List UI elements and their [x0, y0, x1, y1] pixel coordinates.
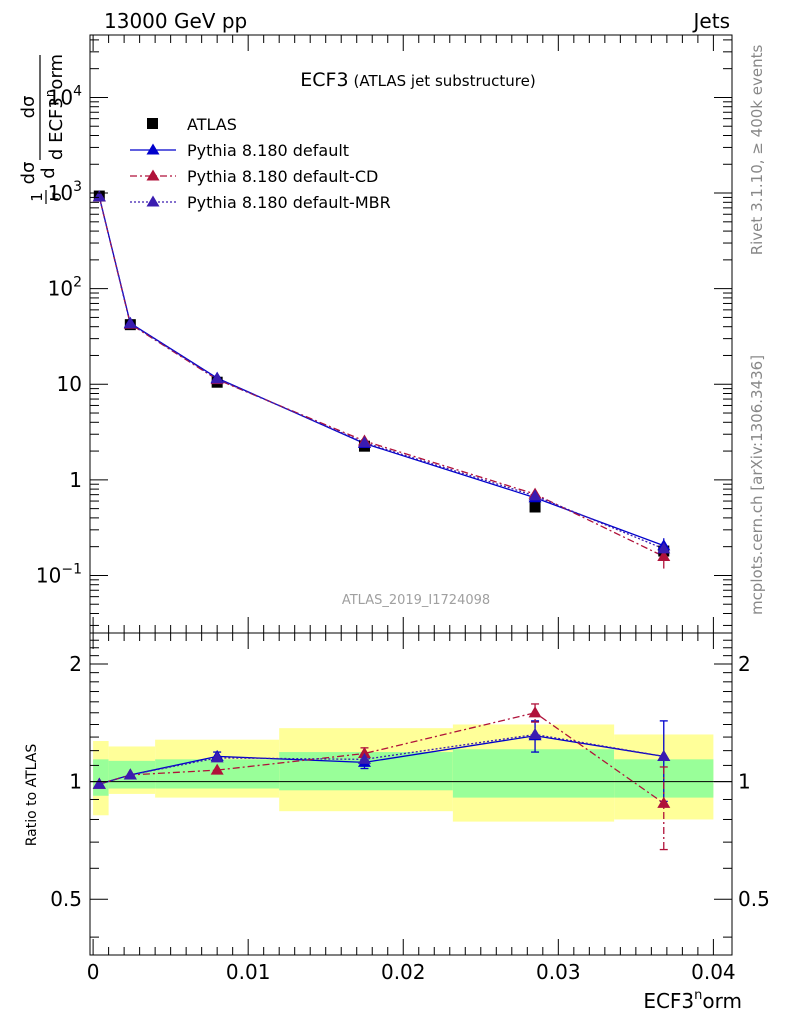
ratio-y-tick-label: 1: [69, 770, 82, 794]
main-series-marker: [357, 436, 371, 448]
main-title-text: ECF3: [300, 69, 348, 91]
ratio-series-line: [99, 712, 665, 804]
ratio-series-marker: [528, 727, 542, 740]
ratio-series-marker: [123, 768, 137, 780]
legend-marker: [146, 195, 160, 207]
ratio-y-axis-label: Ratio to ATLAS: [24, 744, 40, 847]
ratio-panel: 2 2 1 1 0.5 0.5 0 0.01 0.02 0.03 0.04 Ratio to AT…: [24, 632, 770, 1013]
svg-text:1: 1: [28, 192, 46, 202]
ratio-series-marker: [210, 751, 224, 763]
ratio-y-tick-label-right: 0.5: [738, 887, 770, 911]
svg-text:σ: σ: [47, 192, 65, 202]
ratio-series-marker: [528, 706, 542, 718]
main-series-marker: [657, 549, 671, 562]
main-title: ECF3 (ATLAS jet substructure): [300, 69, 535, 91]
legend-marker: [146, 143, 160, 155]
main-series-line: [98, 196, 665, 550]
main-y-tick-label: 10−1: [36, 561, 82, 587]
ratio-band-inner: [452, 749, 615, 798]
ratio-series-marker: [657, 796, 671, 808]
main-series-marker: [92, 190, 106, 202]
main-y-tick-label: 103: [48, 179, 82, 205]
ratio-series-marker: [657, 749, 671, 761]
ratio-series-marker: [210, 763, 224, 775]
ratio-series-marker: [357, 752, 371, 764]
ratio-y-tick-label: 2: [69, 652, 82, 676]
header-left: 13000 GeV pp: [104, 9, 247, 33]
ratio-series-marker: [92, 777, 106, 789]
main-series-marker: [210, 372, 224, 384]
main-series-marker: [528, 489, 542, 501]
legend-label: Pythia 8.180 default: [187, 141, 349, 160]
main-y-tick-label: 104: [48, 83, 82, 109]
legend: ATLAS Pythia 8.180 default Pythia 8.180 de…: [130, 115, 391, 212]
main-y-tick-label: 10: [57, 372, 82, 396]
svg-text:d ECF3norm: d ECF3norm: [43, 54, 67, 160]
ratio-y-tick-label-right: 2: [738, 652, 751, 676]
analysis-watermark: ATLAS_2019_I1724098: [342, 593, 490, 608]
atlas-data-point: [529, 501, 541, 513]
side-label-rivet: Rivet 3.1.10, ≥ 400k events: [748, 45, 766, 256]
ratio-y-tick-label-right: 1: [738, 770, 751, 794]
main-y-tick-label: 102: [48, 275, 82, 301]
x-tick-label: 0.04: [691, 960, 736, 984]
ratio-y-tick-label: 0.5: [50, 887, 82, 911]
x-tick-label: 0: [87, 960, 100, 984]
svg-text:dσ: dσ: [18, 96, 39, 119]
main-series-line: [98, 196, 665, 558]
main-series-marker: [657, 542, 671, 554]
legend-marker: [147, 118, 158, 129]
x-tick-label: 0.03: [536, 960, 581, 984]
legend-label: ATLAS: [187, 115, 237, 134]
side-label-mcplots: mcplots.cern.ch [arXiv:1306.3436]: [748, 355, 766, 615]
main-series-line: [98, 196, 664, 547]
main-series-marker: [123, 317, 137, 329]
main-y-tick-label: 1: [69, 468, 82, 492]
x-tick-label: 0.02: [381, 960, 426, 984]
x-axis-label: ECF3norm: [643, 988, 742, 1013]
legend-label: Pythia 8.180 default-CD: [187, 167, 378, 186]
main-subtitle: (ATLAS jet substructure): [354, 72, 536, 90]
ratio-band-inner: [93, 759, 109, 796]
legend-marker: [146, 169, 160, 181]
svg-text:dσ: dσ: [18, 162, 39, 185]
legend-label: Pythia 8.180 default-MBR: [187, 193, 391, 212]
ratio-frame: [89, 632, 733, 956]
header-right: Jets: [692, 9, 730, 33]
x-tick-label: 0.01: [226, 960, 271, 984]
svg-text:d: d: [38, 167, 59, 178]
ratio-series-marker: [357, 747, 371, 759]
main-y-axis-label: 1 σ d dσ dσ d ECF3norm: [18, 54, 67, 204]
